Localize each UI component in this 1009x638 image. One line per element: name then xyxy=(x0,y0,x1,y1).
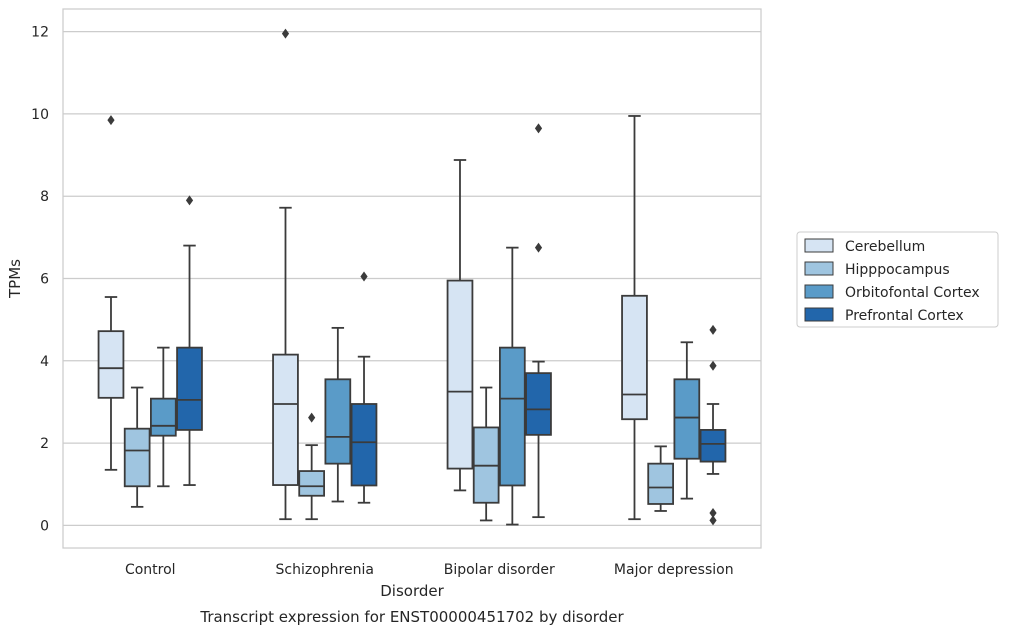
y-tick-label-10: 10 xyxy=(31,107,49,123)
box-iqr xyxy=(525,372,552,436)
x-tick-label-control: Control xyxy=(125,562,176,578)
outlier-point xyxy=(709,515,717,526)
y-tick-label-8: 8 xyxy=(40,189,49,205)
box-iqr xyxy=(123,427,151,488)
box-iqr xyxy=(446,279,474,470)
box-iqr xyxy=(621,294,648,421)
legend-frame xyxy=(796,231,999,328)
outlier-point xyxy=(185,195,194,206)
box-plots xyxy=(97,28,727,526)
box-hipppocampus-schizophrenia xyxy=(298,412,325,521)
outlier-point xyxy=(308,412,316,423)
y-tick-label-0: 0 xyxy=(40,518,49,534)
box-iqr xyxy=(699,429,727,463)
box-iqr xyxy=(272,353,299,486)
x-axis-label: Disorder xyxy=(380,582,444,600)
box-prefrontal-cortex-control xyxy=(176,195,203,486)
outlier-point xyxy=(360,271,368,282)
outlier-point xyxy=(709,360,717,371)
x-axis-ticks: Control Schizophrenia Bipolar disorder Majo… xyxy=(125,562,734,578)
plot-frame xyxy=(62,8,762,549)
x-tick-label-schizophrenia: Schizophrenia xyxy=(276,562,374,578)
outlier-point xyxy=(281,28,290,39)
outlier-point xyxy=(534,242,543,253)
box-orbitofontal-cortex-schizophrenia xyxy=(324,326,352,503)
box-prefrontal-cortex-bipolar-disorder xyxy=(525,123,552,519)
box-orbitofontal-cortex-bipolar-disorder xyxy=(499,246,526,526)
legend-label-hipppocampus: Hipppocampus xyxy=(845,262,950,278)
y-axis-ticks: 0 2 4 6 8 10 12 xyxy=(31,25,49,535)
legend-swatch-hipppocampus xyxy=(804,261,834,276)
box-hipppocampus-major-depression xyxy=(647,445,674,512)
box-iqr xyxy=(298,470,325,497)
box-orbitofontal-cortex-major-depression xyxy=(673,341,701,500)
box-iqr xyxy=(150,397,177,437)
legend: Cerebellum Hipppocampus Orbitofontal Corte… xyxy=(796,231,999,328)
y-tick-label-2: 2 xyxy=(40,436,49,452)
box-cerebellum-bipolar-disorder xyxy=(446,159,474,492)
y-tick-label-12: 12 xyxy=(31,25,49,41)
box-iqr xyxy=(350,403,378,487)
box-prefrontal-cortex-major-depression xyxy=(699,324,727,526)
box-iqr xyxy=(324,378,352,465)
outlier-point xyxy=(107,115,115,126)
outlier-point xyxy=(709,508,717,519)
chart-caption: Transcript expression for ENST0000045170… xyxy=(199,608,624,626)
gridlines xyxy=(63,31,761,526)
legend-label-orbitofontal-cortex: Orbitofontal Cortex xyxy=(845,285,980,301)
box-cerebellum-schizophrenia xyxy=(272,28,299,521)
y-tick-label-6: 6 xyxy=(40,272,49,288)
y-tick-label-4: 4 xyxy=(40,354,49,370)
x-tick-label-bipolar-disorder: Bipolar disorder xyxy=(444,562,555,578)
legend-label-cerebellum: Cerebellum xyxy=(845,239,925,255)
y-axis-label: TPMs xyxy=(6,259,24,299)
box-hipppocampus-control xyxy=(123,386,151,508)
box-prefrontal-cortex-schizophrenia xyxy=(350,271,378,504)
box-iqr xyxy=(647,462,674,505)
outlier-point xyxy=(534,123,543,134)
x-tick-label-major-depression: Major depression xyxy=(614,562,734,578)
box-cerebellum-control xyxy=(97,115,125,471)
box-iqr xyxy=(176,346,203,431)
box-iqr xyxy=(499,346,526,487)
legend-swatch-prefrontal-cortex xyxy=(804,307,834,322)
legend-swatch-orbitofontal-cortex xyxy=(804,284,834,299)
box-hipppocampus-bipolar-disorder xyxy=(472,386,500,522)
box-orbitofontal-cortex-control xyxy=(150,346,177,488)
box-cerebellum-major-depression xyxy=(621,115,648,521)
legend-swatch-cerebellum xyxy=(804,238,834,253)
box-iqr xyxy=(673,378,701,460)
box-iqr xyxy=(97,330,125,399)
outlier-point xyxy=(709,324,717,335)
legend-label-prefrontal-cortex: Prefrontal Cortex xyxy=(845,308,964,324)
